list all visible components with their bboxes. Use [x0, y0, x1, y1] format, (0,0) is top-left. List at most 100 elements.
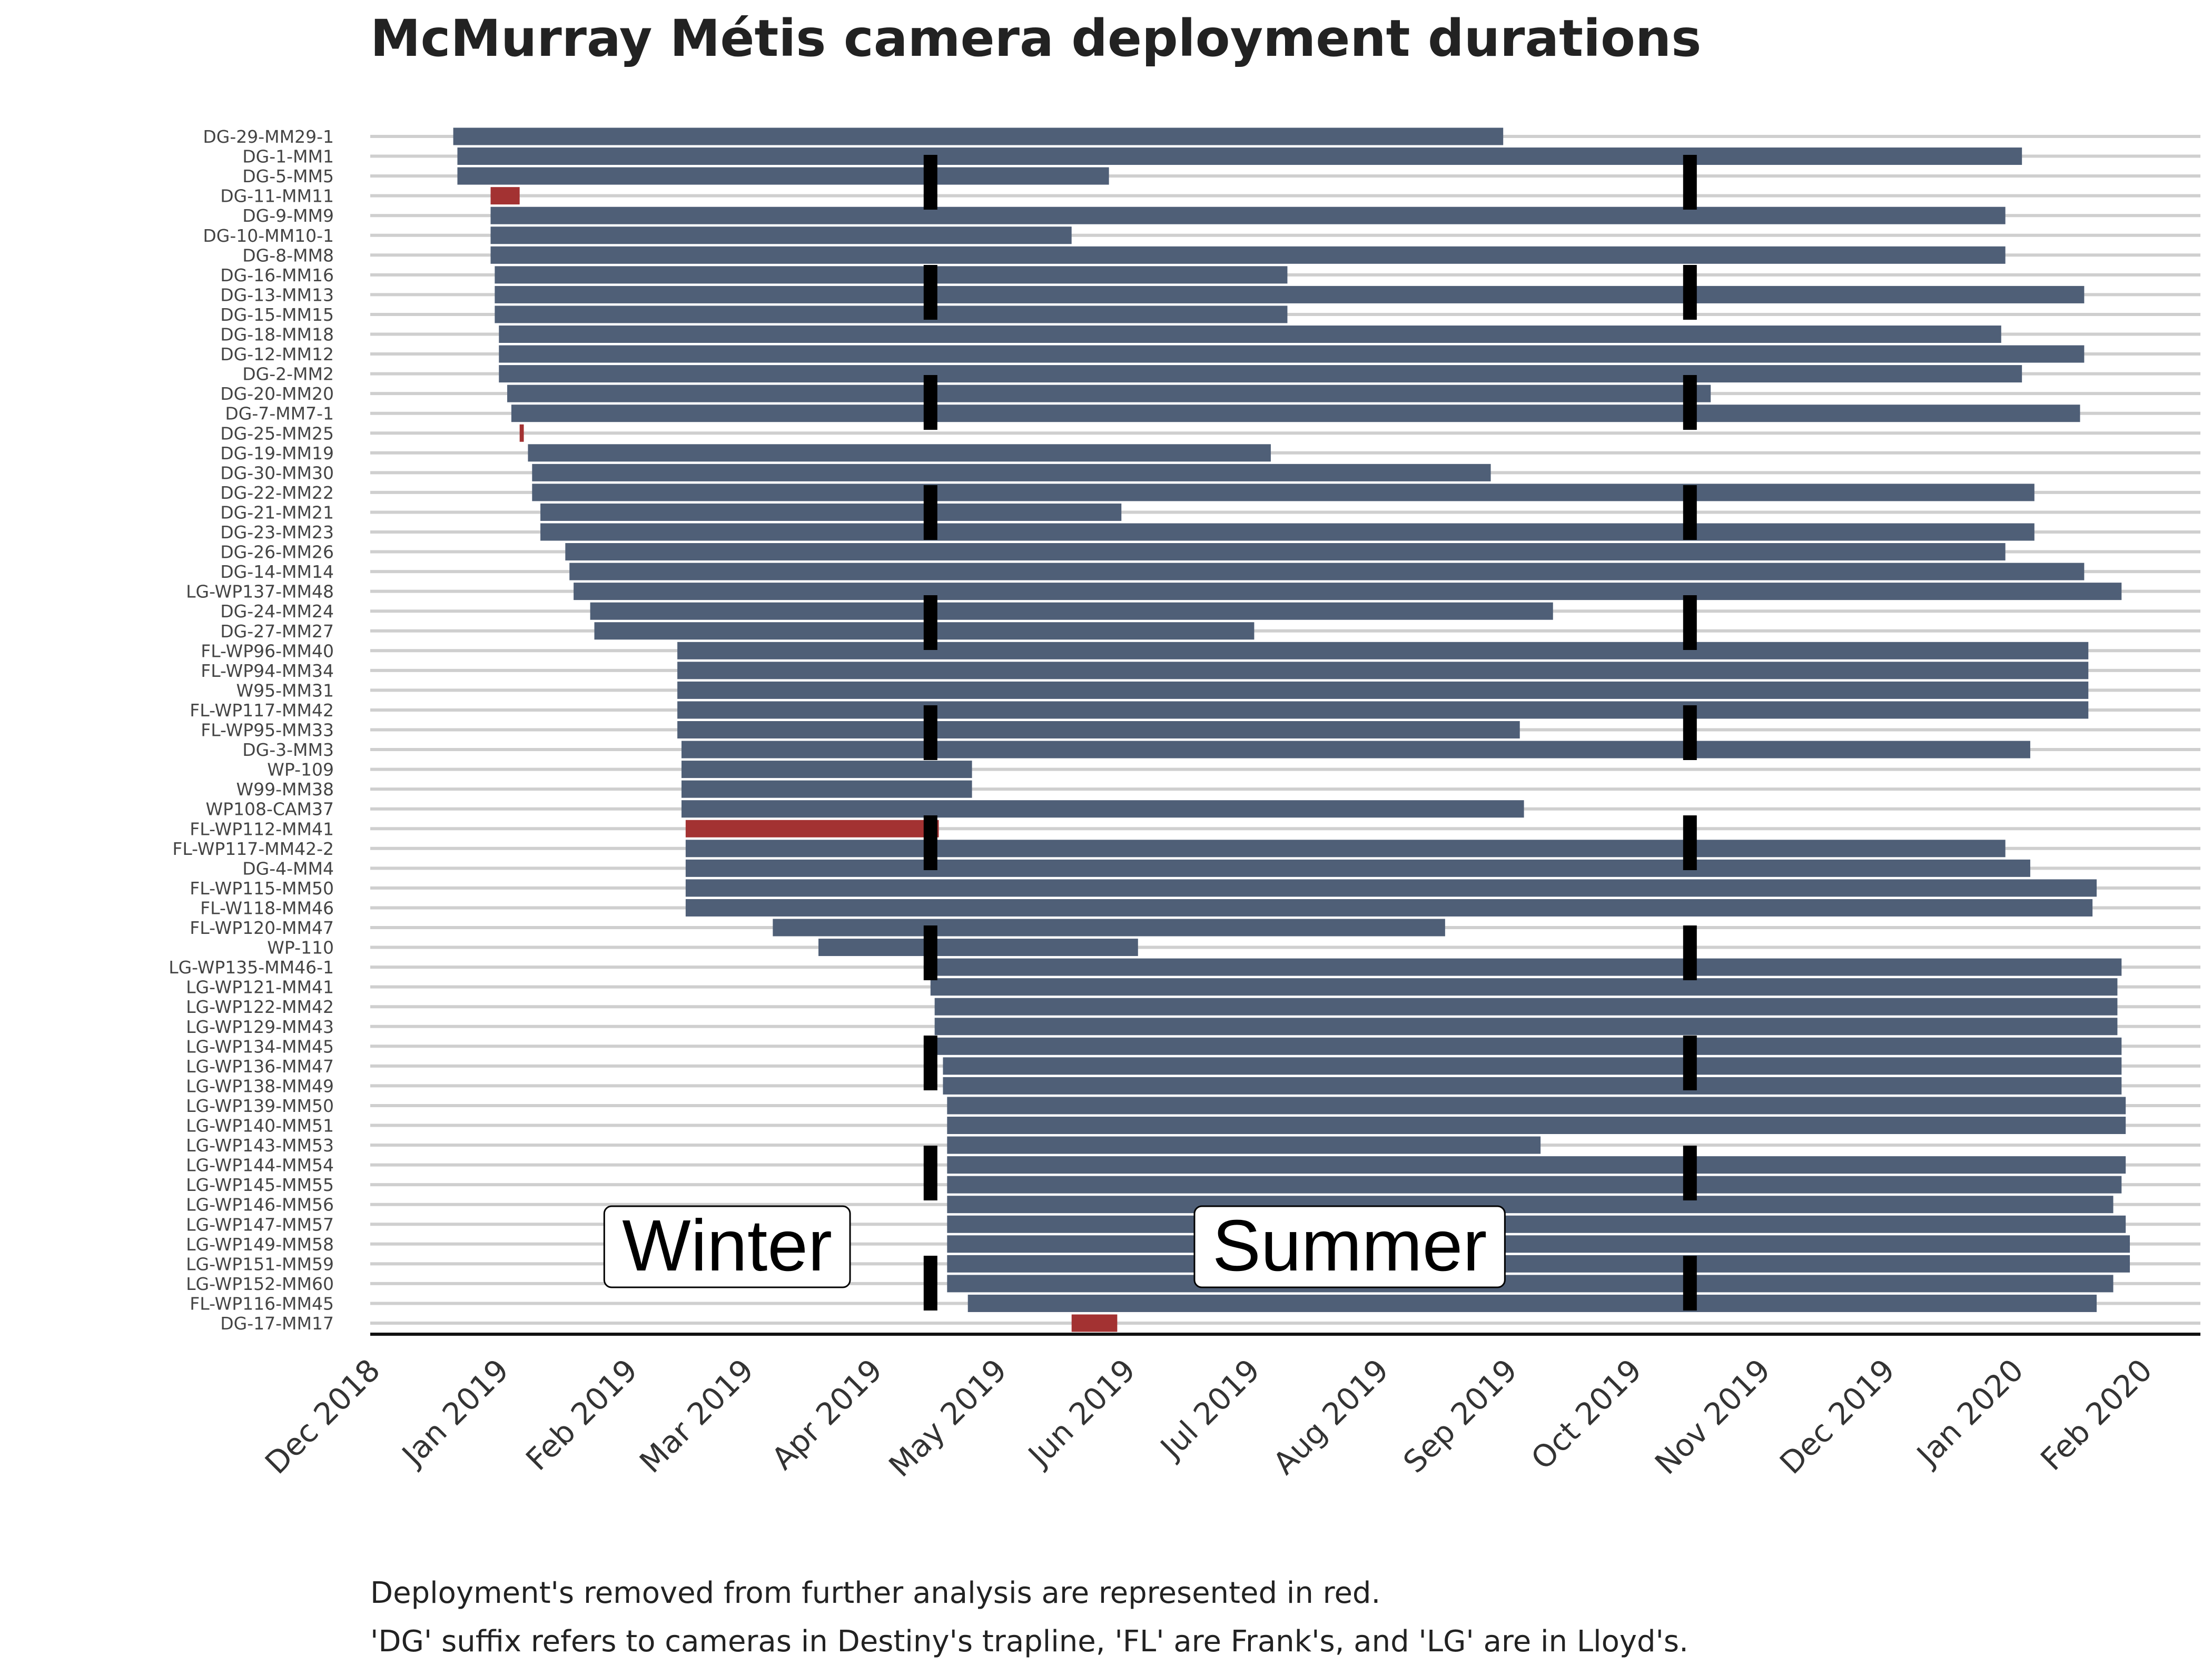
season-label-text: Winter [622, 1205, 832, 1286]
bar-deployment [590, 602, 1553, 620]
y-tick-label: DG-15-MM15 [220, 304, 334, 325]
x-tick-label: Jun 2019 [1020, 1352, 1142, 1474]
bar-deployment [569, 563, 2085, 580]
bar-deployment [507, 385, 1711, 402]
bar-deployment [943, 1057, 2122, 1075]
y-tick-label: FL-WP116-MM45 [190, 1293, 334, 1314]
bar-deployment [532, 484, 2035, 501]
y-tick-label: DG-1-MM1 [242, 146, 334, 167]
bar-deployment [681, 741, 2030, 758]
bar-deployment [532, 464, 1491, 481]
season-labels: Winter Summer [603, 1205, 1506, 1288]
y-tick-label: DG-10-MM10-1 [203, 225, 334, 246]
y-tick-label: LG-WP143-MM53 [186, 1135, 334, 1156]
y-tick-label: DG-11-MM11 [220, 186, 334, 206]
bar-deployment [457, 167, 1109, 185]
bar-deployment [947, 1275, 2114, 1293]
bar-deployment [934, 1018, 2118, 1036]
y-tick-label: LG-WP140-MM51 [186, 1116, 334, 1136]
y-tick-label: FL-WP95-MM33 [201, 720, 334, 741]
x-tick-label: Oct 2019 [1524, 1352, 1648, 1476]
caption-line-2: 'DG' suffix refers to cameras in Destiny… [370, 1624, 1688, 1659]
y-tick-label: DG-12-MM12 [220, 344, 334, 364]
y-tick-label: DG-20-MM20 [220, 383, 334, 404]
bar-deployment [773, 919, 1445, 937]
bar-deployment [818, 939, 1138, 957]
bar-deployment [677, 701, 2089, 719]
y-tick-label: DG-27-MM27 [220, 621, 334, 642]
bar-deployment [677, 681, 2089, 699]
season-label: Summer [1193, 1205, 1506, 1288]
season-label: Winter [603, 1205, 851, 1288]
y-tick-label: LG-WP122-MM42 [186, 997, 334, 1017]
x-tick-label: Nov 2019 [1648, 1352, 1777, 1482]
x-tick-label: Dec 2019 [1773, 1352, 1902, 1481]
y-tick-label: W95-MM31 [236, 680, 334, 701]
bar-deployment [499, 345, 2085, 363]
y-tick-label: WP108-CAM37 [205, 799, 334, 820]
bar-deployment [681, 780, 972, 798]
bar-deployment [947, 1097, 2126, 1115]
y-tick-label: DG-29-MM29-1 [203, 126, 334, 147]
bar-deployment [947, 1136, 1541, 1154]
bar-removed [490, 187, 520, 205]
bar-deployment [677, 662, 2089, 679]
bar-deployment [943, 1077, 2122, 1095]
bar-deployment [565, 543, 2006, 561]
x-tick-label: Apr 2019 [765, 1352, 889, 1476]
y-tick-label: DG-9-MM9 [242, 205, 334, 226]
bar-deployment [681, 761, 972, 779]
y-tick-label: DG-26-MM26 [220, 542, 334, 563]
bar-deployment [677, 721, 1520, 738]
y-tick-label: LG-WP146-MM56 [186, 1195, 334, 1215]
x-tick-label: Jul 2019 [1152, 1352, 1267, 1466]
y-tick-label: DG-7-MM7-1 [225, 403, 334, 424]
bar-removed [1071, 1314, 1118, 1332]
bar-deployment [947, 1176, 2122, 1194]
y-tick-label: LG-WP149-MM58 [186, 1234, 334, 1255]
y-tick-label: DG-30-MM30 [220, 462, 334, 483]
bar-deployment [499, 326, 2001, 343]
bar-deployment [947, 1235, 2130, 1253]
bar-deployment [947, 1255, 2130, 1273]
bar-deployment [685, 859, 2030, 877]
y-tick-label: LG-WP121-MM41 [186, 977, 334, 998]
y-tick-label: FL-WP117-MM42 [190, 700, 334, 721]
bar-deployment [947, 1215, 2126, 1233]
x-tick-label: Feb 2019 [519, 1352, 644, 1477]
bar-removed [519, 424, 524, 442]
y-tick-label: FL-WP115-MM50 [190, 878, 334, 899]
y-axis-labels: DG-29-MM29-1DG-1-MM1DG-5-MM5DG-11-MM11DG… [169, 126, 334, 1334]
bar-deployment [499, 365, 2022, 383]
y-tick-label: LG-WP138-MM49 [186, 1076, 334, 1096]
y-tick-label: DG-23-MM23 [220, 522, 334, 543]
bar-deployment [495, 306, 1288, 323]
bar-deployment [457, 147, 2022, 165]
bar-deployment [967, 1294, 2097, 1312]
y-tick-label: LG-WP145-MM55 [186, 1175, 334, 1195]
y-tick-label: LG-WP134-MM45 [186, 1036, 334, 1057]
y-tick-label: LG-WP137-MM48 [186, 582, 334, 602]
bar-deployment [685, 840, 2006, 858]
bar-deployment [934, 998, 2118, 1016]
y-tick-label: LG-WP135-MM46-1 [169, 957, 334, 978]
y-tick-label: WP-110 [267, 938, 334, 958]
caption-line-1: Deployment's removed from further analys… [370, 1576, 1380, 1610]
y-tick-label: WP-109 [267, 760, 334, 780]
y-tick-label: FL-WP117-MM42-2 [172, 839, 334, 859]
y-tick-label: LG-WP147-MM57 [186, 1214, 334, 1235]
x-tick-label: Dec 2018 [258, 1352, 387, 1481]
y-tick-label: LG-WP136-MM47 [186, 1056, 334, 1077]
y-tick-label: LG-WP152-MM60 [186, 1274, 334, 1294]
y-tick-label: DG-24-MM24 [220, 601, 334, 622]
bar-removed [685, 820, 939, 838]
y-tick-label: DG-3-MM3 [242, 740, 334, 760]
y-tick-label: FL-WP120-MM47 [190, 918, 334, 938]
bar-deployment [930, 978, 2118, 996]
y-tick-label: DG-2-MM2 [242, 364, 334, 385]
x-tick-label: Jan 2019 [394, 1352, 516, 1474]
x-tick-label: May 2019 [882, 1352, 1013, 1484]
y-tick-label: DG-17-MM17 [220, 1313, 334, 1334]
